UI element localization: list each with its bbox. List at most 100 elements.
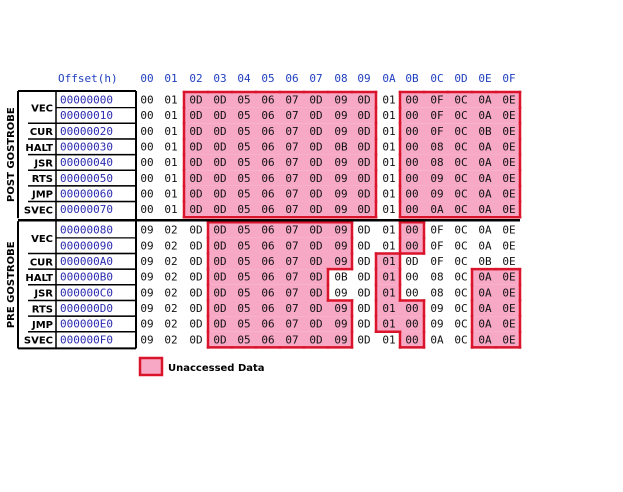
byte-cell: 00 (140, 187, 153, 200)
byte-cell: 0C (454, 302, 467, 315)
unaccessed-cell (448, 92, 472, 108)
column-header-09: 09 (357, 72, 370, 85)
unaccessed-cell (304, 237, 328, 254)
byte-cell: 0E (502, 333, 515, 346)
byte-cell: 0D (357, 187, 370, 200)
byte-cell: 01 (164, 109, 177, 122)
byte-cell: 02 (164, 318, 177, 331)
byte-cell: 0E (502, 239, 515, 252)
byte-cell: 00 (140, 109, 153, 122)
unaccessed-cell (304, 284, 328, 301)
row-offset: 00000090 (60, 239, 113, 252)
unaccessed-cell (256, 222, 280, 238)
row-label-vec: VEC (31, 234, 53, 245)
unaccessed-cell (232, 222, 256, 238)
byte-cell: 0B (478, 125, 492, 138)
byte-cell: 0C (454, 94, 467, 107)
byte-cell: 02 (164, 224, 177, 237)
byte-cell: 0A (430, 333, 444, 346)
byte-cell: 0F (430, 125, 443, 138)
byte-cell: 09 (140, 286, 153, 299)
byte-cell: 0D (309, 302, 322, 315)
unaccessed-cell (352, 201, 376, 218)
unaccessed-cell (400, 331, 424, 348)
byte-cell: 0D (309, 187, 322, 200)
unaccessed-cell (472, 185, 496, 202)
unaccessed-cell (496, 300, 520, 317)
byte-cell: 0C (454, 109, 467, 122)
byte-cell: 0D (357, 333, 370, 346)
unaccessed-cell (232, 154, 256, 171)
unaccessed-cell (280, 300, 304, 317)
byte-cell: 02 (164, 271, 177, 284)
byte-cell: 0D (309, 286, 322, 299)
byte-cell: 01 (164, 140, 177, 153)
unaccessed-cell (472, 300, 496, 317)
byte-cell: 00 (405, 109, 418, 122)
unaccessed-cell (376, 253, 400, 270)
byte-cell: 06 (261, 203, 274, 216)
byte-cell: 0D (357, 239, 370, 252)
byte-cell: 0D (189, 203, 202, 216)
byte-cell: 0D (357, 125, 370, 138)
byte-cell: 00 (405, 203, 418, 216)
byte-cell: 00 (405, 224, 418, 237)
byte-cell: 0E (502, 125, 515, 138)
unaccessed-cell (280, 331, 304, 348)
unaccessed-cell (184, 201, 208, 218)
byte-cell: 06 (261, 172, 274, 185)
unaccessed-cell (304, 253, 328, 270)
unaccessed-cell (400, 92, 424, 108)
unaccessed-cell (304, 269, 328, 285)
unaccessed-cell (280, 201, 304, 218)
row-offset: 00000060 (60, 187, 113, 200)
unaccessed-cell (448, 170, 472, 186)
unaccessed-cell (400, 300, 424, 317)
row-label-halt: HALT (25, 273, 53, 284)
byte-cell: 0D (309, 125, 322, 138)
byte-cell: 06 (261, 156, 274, 169)
row-offset: 00000080 (60, 224, 113, 237)
byte-cell: 06 (261, 125, 274, 138)
unaccessed-cell (232, 269, 256, 285)
row-offset: 00000070 (60, 203, 113, 216)
column-header-06: 06 (285, 72, 298, 85)
unaccessed-cell (208, 123, 232, 139)
byte-cell: 07 (285, 125, 298, 138)
unaccessed-cell (448, 138, 472, 155)
byte-cell: 0B (334, 271, 348, 284)
byte-cell: 0A (478, 187, 492, 200)
column-header-0F: 0F (502, 72, 515, 85)
byte-cell: 01 (382, 224, 395, 237)
byte-cell: 0D (309, 140, 322, 153)
byte-cell: 0E (502, 224, 515, 237)
byte-cell: 0D (357, 224, 370, 237)
unaccessed-cell (208, 237, 232, 254)
row-offset: 00000030 (60, 140, 113, 153)
unaccessed-cell (280, 237, 304, 254)
unaccessed-cell (496, 107, 520, 124)
byte-cell: 0F (430, 109, 443, 122)
byte-cell: 07 (285, 140, 298, 153)
byte-cell: 09 (334, 203, 347, 216)
unaccessed-cell (352, 185, 376, 202)
unaccessed-cell (472, 284, 496, 301)
byte-cell: 09 (334, 109, 347, 122)
byte-cell: 01 (164, 203, 177, 216)
byte-cell: 05 (237, 172, 250, 185)
unaccessed-cell (184, 92, 208, 108)
unaccessed-cell (256, 253, 280, 270)
byte-cell: 05 (237, 239, 250, 252)
unaccessed-cell (256, 154, 280, 171)
byte-cell: 0D (309, 255, 322, 268)
byte-cell: 0D (213, 239, 226, 252)
byte-cell: 00 (405, 140, 418, 153)
unaccessed-cell (400, 316, 424, 332)
byte-cell: 0C (454, 333, 467, 346)
byte-cell: 0A (478, 156, 492, 169)
byte-cell: 00 (405, 187, 418, 200)
byte-cell: 09 (140, 333, 153, 346)
unaccessed-cell (184, 123, 208, 139)
byte-cell: 06 (261, 187, 274, 200)
byte-cell: 0C (454, 203, 467, 216)
